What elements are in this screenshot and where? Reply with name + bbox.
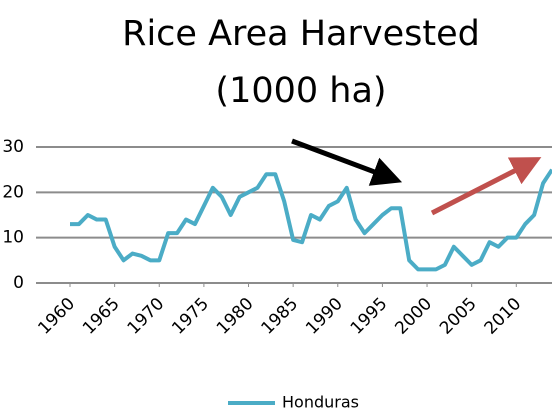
chart-subtitle: (1000 ha) — [215, 71, 386, 111]
x-tick-label: 2000 — [391, 294, 436, 339]
chart-title: Rice Area Harvested — [122, 14, 480, 54]
annotation-arrow — [430, 157, 542, 216]
x-tick-label: 2010 — [481, 294, 526, 339]
x-tick-label: 1990 — [302, 294, 347, 339]
legend-label: Honduras — [282, 393, 359, 412]
annotation-arrow — [291, 138, 403, 186]
x-tick-label: 1970 — [124, 294, 169, 339]
x-tick-label: 1980 — [213, 294, 258, 339]
y-tick-label: 0 — [13, 273, 24, 293]
x-tick-label: 1965 — [79, 294, 124, 339]
x-tick-label: 1995 — [347, 294, 392, 339]
x-tick-label: 2005 — [436, 294, 481, 339]
y-tick-label: 10 — [2, 228, 24, 248]
x-tick-label: 1975 — [168, 294, 213, 339]
y-tick-label: 30 — [2, 137, 24, 157]
y-tick-label: 20 — [2, 182, 24, 202]
data-line — [70, 168, 552, 272]
x-tick-label: 1960 — [34, 294, 79, 339]
x-tick-label: 1985 — [257, 294, 302, 339]
